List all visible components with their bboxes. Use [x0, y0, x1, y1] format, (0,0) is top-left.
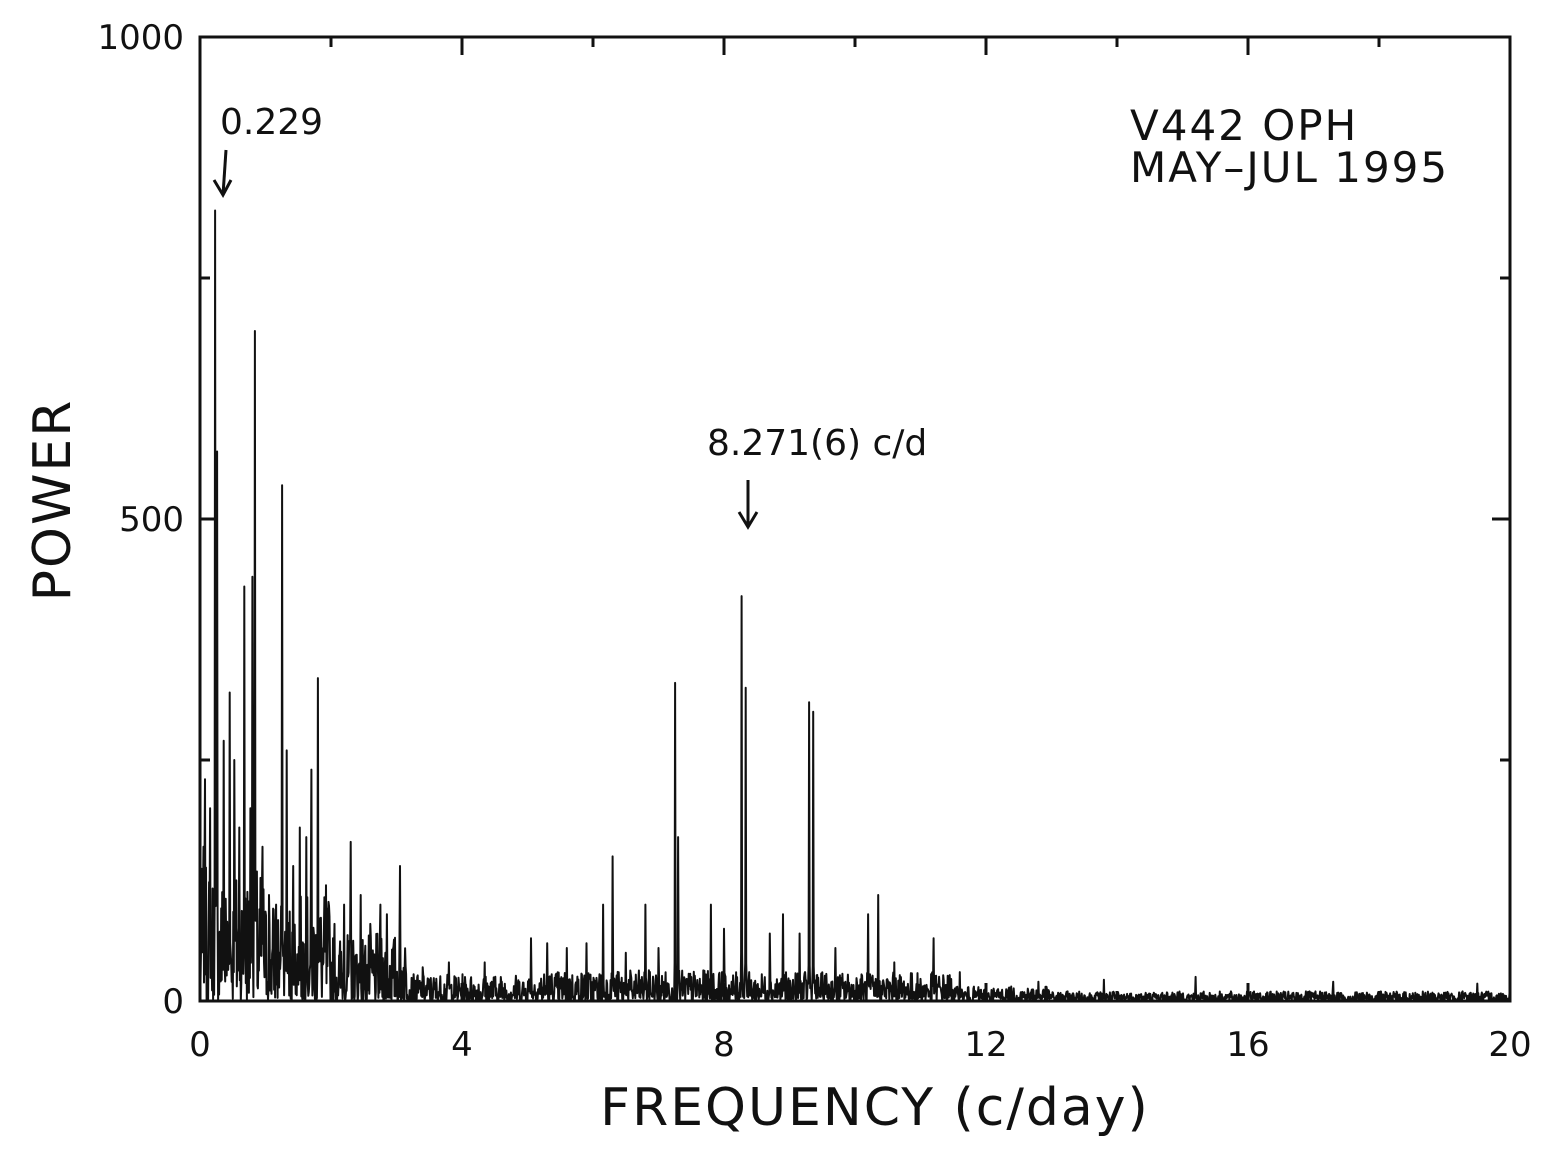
annotation-peak-8271: 8.271(6) c/d — [707, 423, 927, 464]
x-axis-title: FREQUENCY (c/day) — [600, 1078, 1150, 1138]
y-tick-label: 1000 — [97, 18, 184, 58]
chart-title-line-2: MAY–JUL 1995 — [1130, 143, 1449, 192]
annotation-arrow-0229-icon — [212, 149, 233, 199]
y-tick-label: 500 — [119, 500, 184, 540]
x-tick-label: 0 — [189, 1025, 211, 1065]
y-tick-label: 0 — [162, 982, 184, 1022]
chart-title-line-1: V442 OPH — [1130, 101, 1358, 150]
x-tick-label: 16 — [1226, 1025, 1269, 1065]
x-tick-label: 4 — [451, 1025, 473, 1065]
x-tick-label: 8 — [713, 1025, 735, 1065]
x-tick-label: 20 — [1488, 1025, 1531, 1065]
power-spectrum-line — [199, 209, 1511, 1002]
tick-labels: 0 4 8 12 16 20 0 500 1000 — [97, 18, 1531, 1065]
y-axis-title: POWER — [23, 399, 83, 602]
x-tick-label: 12 — [964, 1025, 1007, 1065]
annotation-arrow-8271-icon — [737, 480, 759, 530]
annotation-peak-0229: 0.229 — [220, 102, 323, 143]
